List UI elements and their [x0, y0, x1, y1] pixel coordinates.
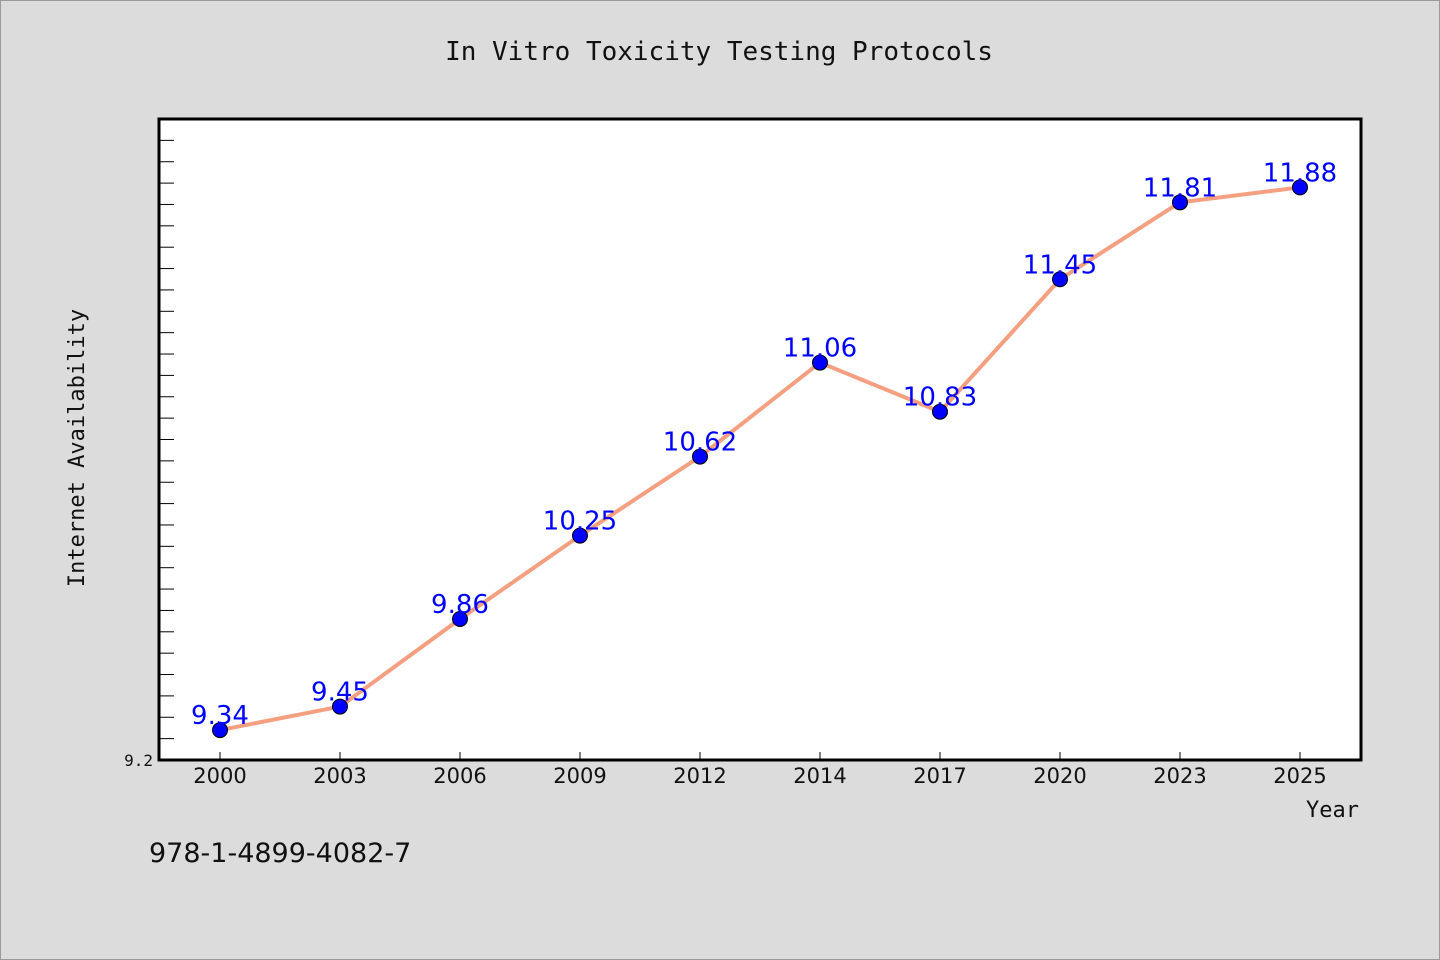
data-point [332, 698, 348, 715]
data-point [1292, 179, 1308, 196]
x-tick-label: 2023 [1153, 764, 1206, 788]
x-tick-label: 2012 [673, 764, 726, 788]
data-label: 10.62 [663, 428, 737, 458]
data-point [812, 354, 828, 371]
data-label: 9.34 [191, 701, 249, 731]
data-point [692, 448, 708, 465]
series-group: 9.34 9.45 9.86 10.25 10.62 11.06 10.83 11.45 11.… [191, 158, 1337, 739]
y-axis-label: Internet Availability [65, 309, 90, 587]
data-point [212, 722, 228, 739]
data-label: 11.45 [1023, 250, 1097, 280]
x-tick-label: 2009 [553, 764, 606, 788]
data-label: 11.06 [783, 334, 857, 364]
series-line [219, 185, 1301, 733]
chart-title: In Vitro Toxicity Testing Protocols [445, 37, 993, 67]
data-point [452, 610, 468, 627]
y-tick-label-min: 9.2 [124, 751, 153, 770]
data-label: 10.83 [903, 383, 977, 413]
data-label: 11.88 [1263, 158, 1337, 188]
x-tick-label: 2003 [313, 764, 366, 788]
x-tick-label: 2017 [913, 764, 966, 788]
data-point [1172, 194, 1188, 211]
data-label: 9.86 [431, 590, 489, 620]
x-axis-label: Year [1306, 798, 1359, 823]
x-tick-label: 2020 [1033, 764, 1086, 788]
data-point [932, 403, 948, 420]
y-axis-ticks [159, 139, 174, 740]
data-label: 11.81 [1143, 173, 1217, 203]
data-label: 9.45 [311, 678, 369, 708]
data-point [572, 527, 588, 544]
data-point [1052, 271, 1068, 288]
x-tick-label: 2006 [433, 764, 486, 788]
data-label: 10.25 [543, 507, 617, 537]
x-tick-label: 2000 [193, 764, 246, 788]
x-tick-label: 2014 [793, 764, 846, 788]
x-tick-label: 2025 [1273, 764, 1326, 788]
plot-area [157, 117, 1363, 762]
isbn-footer: 978-1-4899-4082-7 [149, 838, 411, 869]
x-axis-ticks: 2000 2003 2006 2009 2012 2014 2017 2020 2023 2025 [193, 752, 1327, 788]
